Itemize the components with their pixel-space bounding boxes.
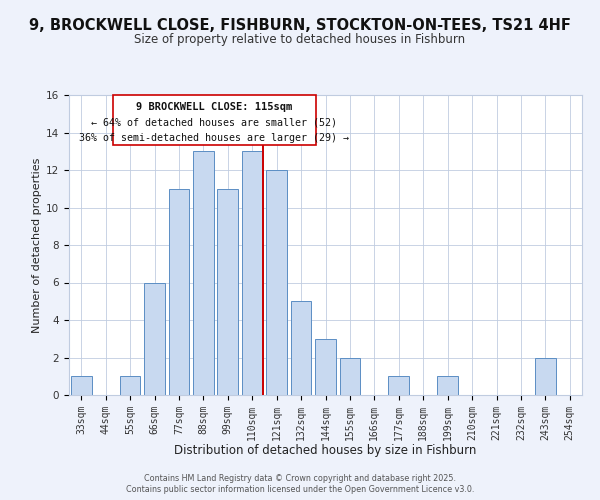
Bar [242, 152, 263, 395]
Text: ← 64% of detached houses are smaller (52): ← 64% of detached houses are smaller (52… [91, 118, 337, 128]
Bar [71, 376, 92, 395]
Bar [217, 188, 238, 395]
Bar [169, 188, 190, 395]
Text: Contains public sector information licensed under the Open Government Licence v3: Contains public sector information licen… [126, 485, 474, 494]
Text: 9 BROCKWELL CLOSE: 115sqm: 9 BROCKWELL CLOSE: 115sqm [136, 102, 292, 112]
Bar [535, 358, 556, 395]
Y-axis label: Number of detached properties: Number of detached properties [32, 158, 42, 332]
Bar [437, 376, 458, 395]
Text: 9, BROCKWELL CLOSE, FISHBURN, STOCKTON-ON-TEES, TS21 4HF: 9, BROCKWELL CLOSE, FISHBURN, STOCKTON-O… [29, 18, 571, 32]
Bar [340, 358, 361, 395]
Bar [119, 376, 140, 395]
Text: 36% of semi-detached houses are larger (29) →: 36% of semi-detached houses are larger (… [79, 132, 349, 142]
Text: Contains HM Land Registry data © Crown copyright and database right 2025.: Contains HM Land Registry data © Crown c… [144, 474, 456, 483]
Bar [315, 339, 336, 395]
Bar [266, 170, 287, 395]
Text: Size of property relative to detached houses in Fishburn: Size of property relative to detached ho… [134, 32, 466, 46]
Bar [193, 152, 214, 395]
X-axis label: Distribution of detached houses by size in Fishburn: Distribution of detached houses by size … [175, 444, 476, 457]
Bar [144, 282, 165, 395]
FancyBboxPatch shape [113, 95, 316, 144]
Bar [388, 376, 409, 395]
Bar [290, 301, 311, 395]
